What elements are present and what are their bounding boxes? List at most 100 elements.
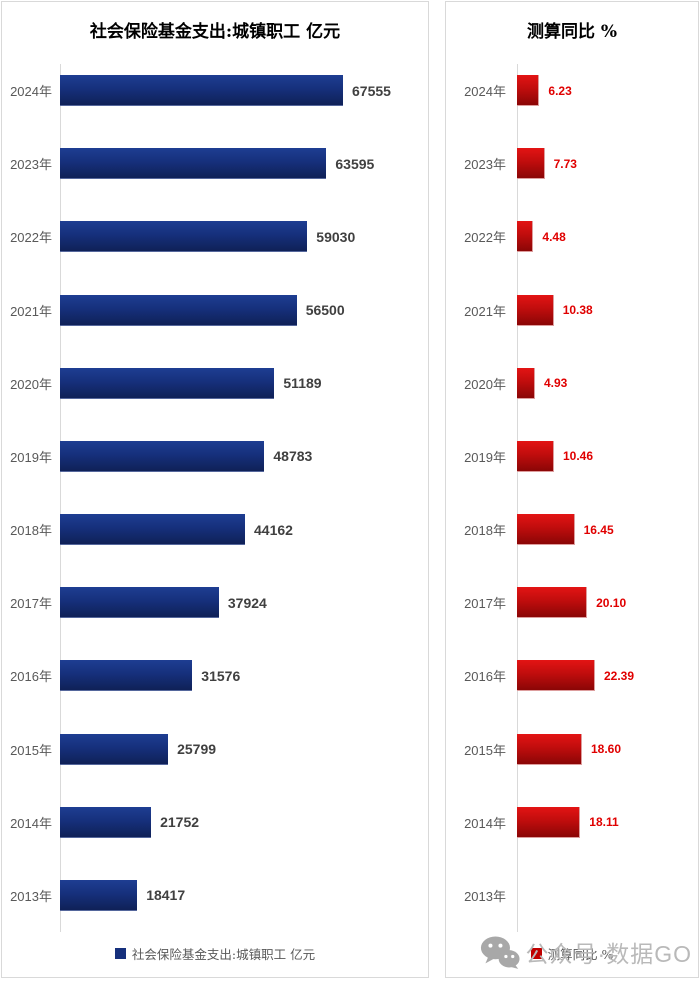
left-chart-legend: 社会保险基金支出:城镇职工 亿元 (2, 944, 428, 963)
year-label: 2015年 (464, 742, 506, 758)
bar (60, 879, 138, 911)
year-label: 2015年 (10, 742, 52, 758)
legend-swatch-red-icon (530, 948, 542, 959)
bar-row: 2015年 25799 (2, 713, 428, 786)
year-label: 2018年 (464, 523, 506, 539)
value-label: 56500 (305, 302, 345, 319)
value-label: 25799 (177, 741, 217, 758)
value-label: 7.73 (553, 156, 577, 171)
value-label: 37924 (227, 594, 267, 611)
year-label: 2016年 (464, 669, 506, 685)
right-chart-rows: 2024年 6.23 2023年 7.73 2022年 4.48 2021年 10.38 202… (446, 54, 698, 932)
bar-row: 2021年 10.38 (446, 274, 698, 347)
year-label: 2017年 (10, 596, 52, 612)
bar-row: 2018年 44162 (2, 493, 428, 566)
right-chart-plot: 2024年 6.23 2023年 7.73 2022年 4.48 2021年 10.38 202… (446, 54, 698, 932)
bar-row: 2017年 37924 (2, 566, 428, 639)
value-label: 4.93 (544, 376, 568, 391)
year-label: 2018年 (10, 523, 52, 539)
bar (60, 221, 308, 253)
right-chart-title: 测算同比 % (526, 22, 618, 42)
bar-row: 2023年 7.73 (446, 127, 698, 200)
value-label: 21752 (160, 814, 200, 831)
year-label: 2017年 (464, 596, 506, 612)
bar-row: 2013年 18417 (2, 859, 428, 932)
year-label: 2020年 (10, 376, 52, 392)
year-label: 2024年 (10, 84, 52, 100)
bar (517, 294, 554, 326)
value-label: 16.45 (583, 522, 614, 537)
left-legend-label: 社会保险基金支出:城镇职工 亿元 (131, 947, 316, 962)
bar (517, 75, 540, 107)
bar (517, 221, 534, 253)
bar-row: 2024年 6.23 (446, 54, 698, 127)
value-label: 10.38 (562, 303, 593, 318)
bar-row: 2017年 20.10 (446, 566, 698, 639)
bar (517, 587, 588, 619)
value-label: 18.60 (591, 742, 622, 757)
bar-row: 2014年 21752 (2, 786, 428, 859)
bar-row: 2023年 63595 (2, 127, 428, 200)
bar (60, 733, 169, 765)
value-label: 18417 (146, 887, 186, 904)
value-label: 22.39 (604, 668, 635, 683)
value-label: 44162 (254, 521, 293, 538)
year-label: 2021年 (464, 303, 506, 319)
year-label: 2019年 (464, 449, 506, 465)
bar (517, 806, 581, 838)
year-label: 2016年 (10, 669, 52, 685)
year-label: 2013年 (10, 888, 52, 904)
year-label: 2024年 (464, 84, 506, 100)
bar (60, 367, 275, 399)
value-label: 20.10 (596, 595, 627, 610)
year-label: 2023年 (464, 157, 506, 173)
bar-row: 2022年 4.48 (446, 200, 698, 273)
year-label: 2013年 (464, 888, 506, 904)
bar-row: 2019年 10.46 (446, 420, 698, 493)
value-label: 48783 (273, 448, 313, 465)
bar (60, 806, 152, 838)
year-label: 2019年 (10, 449, 52, 465)
bar-row: 2022年 59030 (2, 200, 428, 273)
bar-row: 2021年 56500 (2, 274, 428, 347)
year-label: 2022年 (10, 230, 52, 246)
bar (517, 733, 582, 765)
year-label: 2023年 (10, 157, 52, 173)
bar (517, 367, 535, 399)
bar (60, 660, 193, 692)
bar (517, 148, 545, 180)
value-label: 67555 (352, 82, 391, 99)
bar (517, 514, 575, 546)
left-chart-title: 社会保险基金支出:城镇职工 亿元 (89, 22, 341, 42)
bar-row: 2020年 4.93 (446, 347, 698, 420)
bar (517, 660, 595, 692)
year-label: 2022年 (464, 230, 506, 246)
bar-row: 2015年 18.60 (446, 713, 698, 786)
bar (60, 514, 245, 546)
legend-swatch-blue-icon (114, 948, 126, 959)
bar-row: 2024年 67555 (2, 54, 428, 127)
bar-row: 2016年 22.39 (446, 639, 698, 712)
bar-row: 2019年 48783 (2, 420, 428, 493)
bar-row: 2020年 51189 (2, 347, 428, 420)
right-chart-axis-line (517, 64, 518, 932)
left-chart-rows: 2024年 67555 2023年 63595 2022年 59030 2021年 56500… (2, 54, 428, 932)
left-chart-axis-line (60, 64, 61, 932)
right-legend-label: 测算同比 % (547, 947, 614, 962)
year-label: 2014年 (464, 815, 506, 831)
value-label: 4.48 (542, 229, 566, 244)
bar-row: 2018年 16.45 (446, 493, 698, 566)
left-chart-plot: 2024年 67555 2023年 63595 2022年 59030 2021年 56500… (2, 54, 428, 932)
year-label: 2020年 (464, 376, 506, 392)
value-label: 51189 (283, 375, 322, 392)
bar (60, 148, 327, 180)
bar (60, 587, 219, 619)
bar-row: 2016年 31576 (2, 639, 428, 712)
value-label: 10.46 (563, 449, 594, 464)
bar (517, 440, 554, 472)
value-label: 59030 (316, 228, 356, 245)
right-chart-panel: 测算同比 % 2024年 6.23 2023年 7.73 2022年 4.48 2021年 1… (445, 1, 699, 978)
year-label: 2014年 (10, 815, 52, 831)
bar-row: 2013年 (446, 859, 698, 932)
